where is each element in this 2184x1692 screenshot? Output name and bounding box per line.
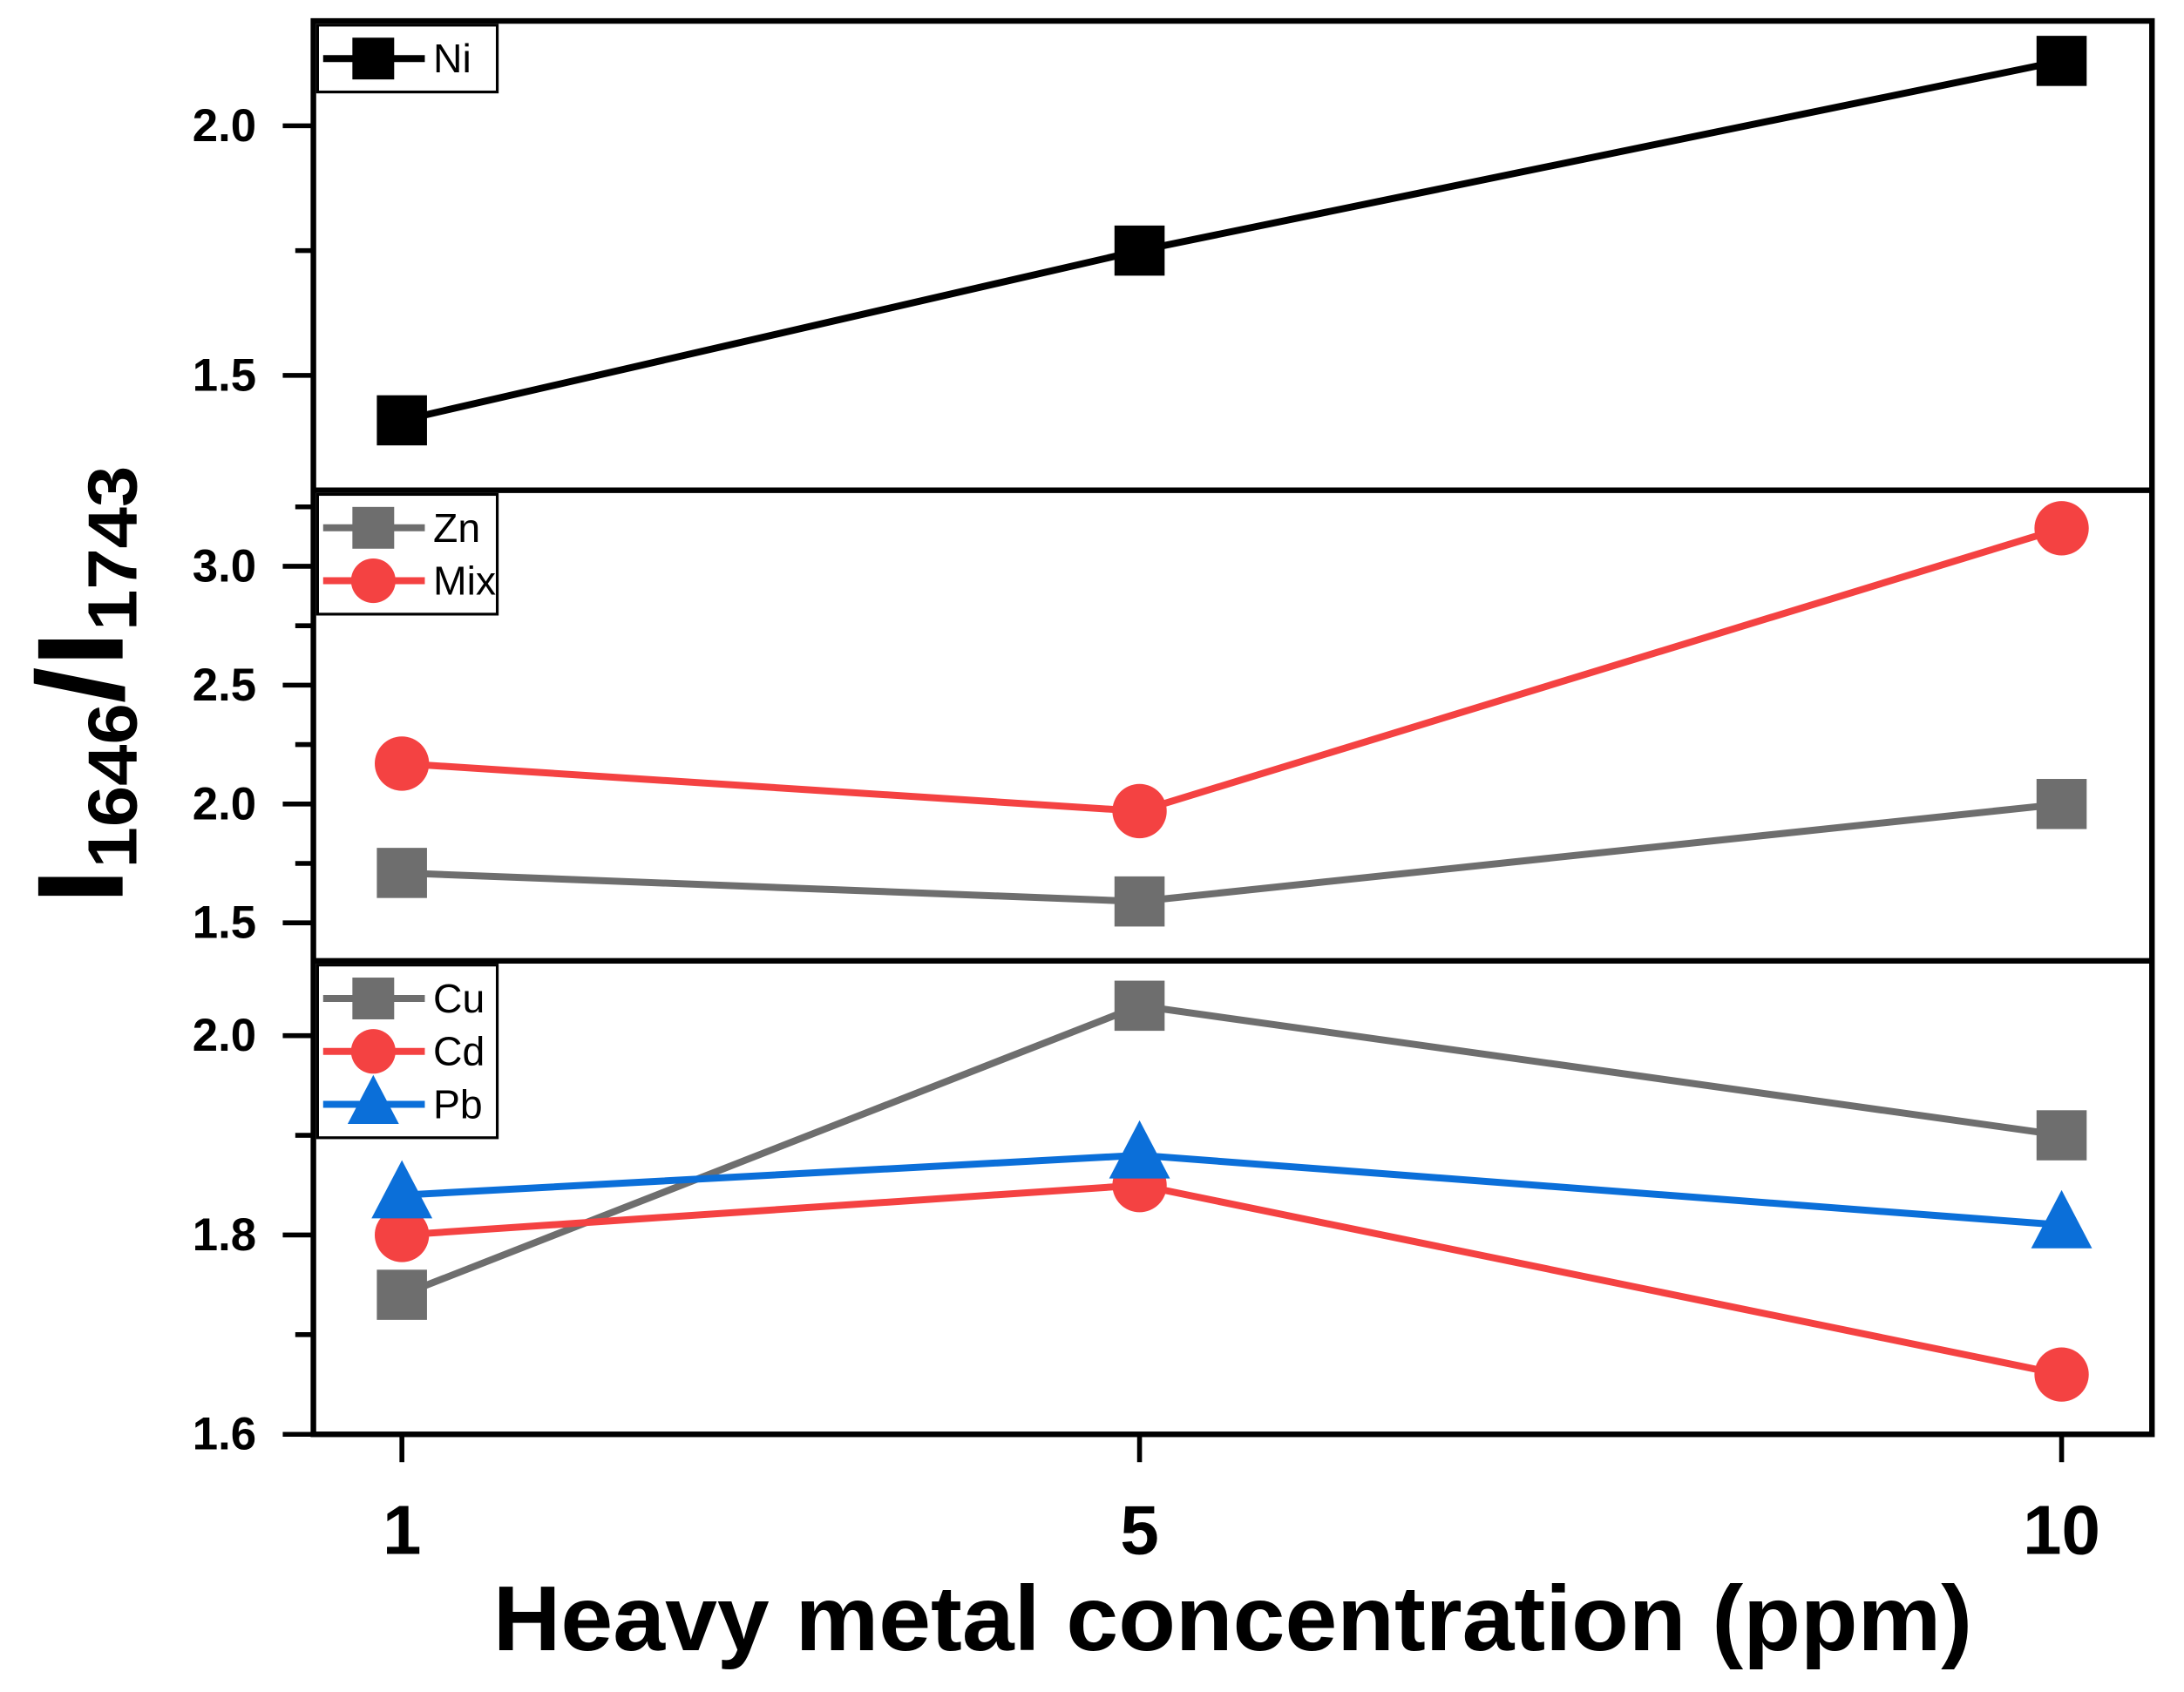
y-axis-title-slash: / [12, 667, 149, 704]
data-point-cu-3 [2036, 1110, 2087, 1161]
panel-middle: 1.5 2.0 2.5 3.0 Zn Mix [193, 492, 2089, 949]
data-point-mix-1 [375, 736, 430, 791]
data-point-ni-1 [376, 395, 427, 446]
y-tick-label: 1.6 [193, 1409, 256, 1460]
y-tick-label: 1.5 [193, 349, 256, 401]
data-point-ni-3 [2036, 36, 2087, 86]
data-point-mix-2 [1112, 783, 1167, 839]
data-point-cd-3 [2034, 1347, 2089, 1402]
legend-marker-cu [352, 978, 395, 1019]
x-axis-title: Heavy metal concentration (ppm) [493, 1568, 1972, 1670]
legend-label-cd: Cd [433, 1029, 485, 1074]
data-point-zn-3 [2036, 779, 2087, 829]
plot-frame [310, 17, 2155, 1438]
data-point-pb-2 [1109, 1120, 1170, 1179]
y-axis-title: I1646/I1743 [12, 466, 152, 904]
y-tick-label: 1.8 [193, 1209, 256, 1261]
legend-box [315, 492, 499, 616]
legend-middle: Zn Mix [315, 492, 499, 616]
panel-bottom: 1.6 1.8 2.0 Cu Cd Pb [193, 964, 2092, 1460]
legend-label-mix: Mix [433, 558, 496, 604]
y-axis-title-subscript-2: 1743 [74, 466, 152, 631]
y-tick-label: 2.0 [193, 1010, 256, 1061]
legend-top: Ni [315, 24, 499, 94]
y-tick-label: 2.5 [193, 660, 256, 711]
data-point-pb-1 [371, 1160, 433, 1219]
y-tick-label: 2.0 [193, 778, 256, 829]
legend-label-zn: Zn [433, 505, 480, 551]
y-tick-label: 3.0 [193, 540, 256, 592]
data-point-cu-2 [1114, 980, 1165, 1032]
plot-area: 1.5 2.0 Ni 1.5 2.0 2.5 3.0 Zn Mix 1.6 1.8 2.0 Cu Cd Pb… [193, 17, 2155, 1569]
x-tick-label: 5 [1120, 1492, 1158, 1569]
y-axis-title-symbol-2: I [12, 631, 149, 667]
legend-label-pb: Pb [433, 1081, 483, 1127]
data-point-mix-3 [2034, 501, 2089, 556]
data-point-cu-1 [376, 1269, 427, 1320]
legend-label-cu: Cu [433, 976, 485, 1021]
legend-bottom: Cu Cd Pb [315, 964, 499, 1140]
legend-marker-zn [352, 506, 395, 549]
y-axis-title-subscript-1: 1646 [74, 703, 152, 868]
data-point-pb-3 [2031, 1189, 2092, 1249]
data-point-cd-1 [375, 1208, 430, 1262]
legend-marker-ni [352, 37, 395, 80]
legend-marker-mix [350, 558, 396, 604]
legend-marker-pb [347, 1074, 399, 1124]
y-tick-label: 1.5 [193, 897, 256, 949]
panel-top: 1.5 2.0 Ni [193, 24, 2087, 446]
x-tick-label: 10 [2023, 1492, 2100, 1569]
y-tick-label: 2.0 [193, 100, 256, 152]
data-point-zn-2 [1114, 876, 1165, 927]
data-point-ni-2 [1114, 225, 1165, 276]
data-point-zn-1 [376, 848, 427, 898]
legend-label-ni: Ni [433, 36, 471, 81]
legend-marker-cd [350, 1029, 396, 1074]
y-axis-title-symbol-1: I [12, 869, 149, 905]
x-tick-label: 1 [383, 1492, 421, 1569]
